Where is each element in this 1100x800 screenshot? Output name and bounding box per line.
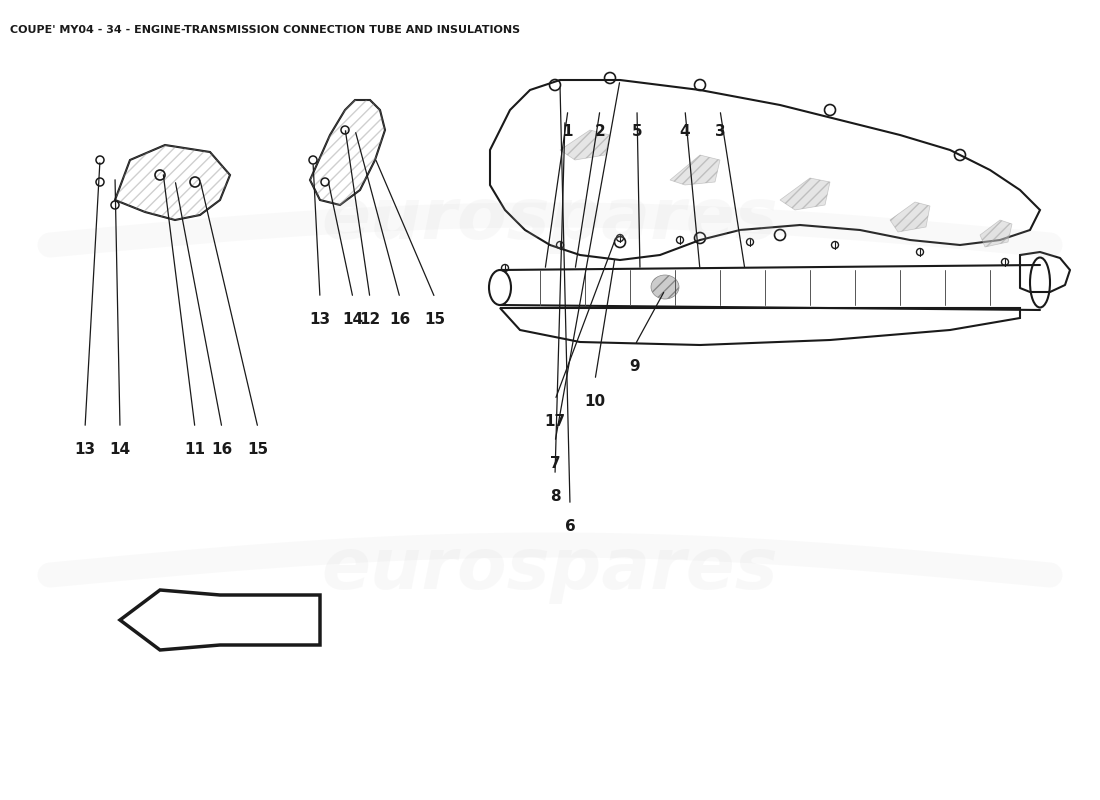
Polygon shape [980,220,1012,247]
Text: 17: 17 [544,414,565,429]
Text: 5: 5 [631,124,642,139]
Text: 4: 4 [680,124,691,139]
Polygon shape [560,130,610,160]
Text: 2: 2 [595,124,605,139]
Text: 3: 3 [715,124,725,139]
Text: 14: 14 [109,442,131,457]
Polygon shape [670,155,720,185]
Text: 9: 9 [629,359,640,374]
Text: 13: 13 [309,312,331,327]
Text: COUPE' MY04 - 34 - ENGINE-TRANSMISSION CONNECTION TUBE AND INSULATIONS: COUPE' MY04 - 34 - ENGINE-TRANSMISSION C… [10,25,520,35]
Text: eurospares: eurospares [321,535,779,605]
Text: 7: 7 [550,456,560,471]
Text: 16: 16 [211,442,232,457]
Text: 13: 13 [75,442,96,457]
Text: 10: 10 [584,394,606,409]
Text: 15: 15 [425,312,446,327]
Text: 6: 6 [564,519,575,534]
Ellipse shape [651,275,679,299]
Polygon shape [890,202,930,232]
Text: 14: 14 [342,312,364,327]
Text: 15: 15 [248,442,268,457]
Text: 16: 16 [389,312,410,327]
Polygon shape [780,178,830,210]
Text: 8: 8 [550,489,560,504]
Text: 11: 11 [185,442,206,457]
Text: 1: 1 [563,124,573,139]
Text: 12: 12 [360,312,381,327]
Text: eurospares: eurospares [321,186,779,254]
